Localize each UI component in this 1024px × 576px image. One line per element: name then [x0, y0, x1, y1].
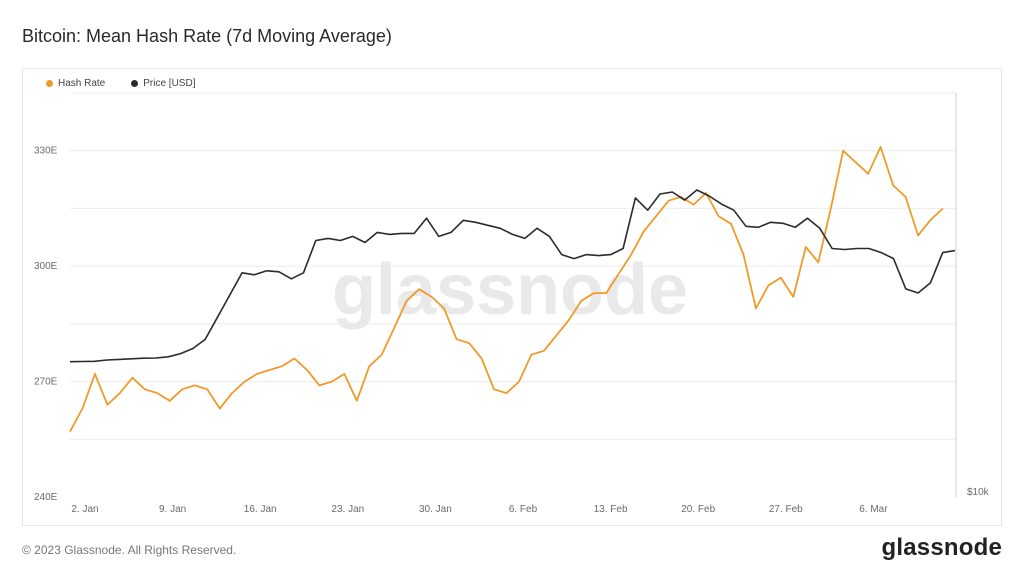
legend-price-dot-icon: [131, 80, 139, 87]
chart-panel: [22, 68, 1002, 526]
legend-price-label: Price [USD]: [143, 78, 196, 89]
x-tick-label: 16. Jan: [244, 504, 277, 515]
series-line-hash-rate: [69, 145, 944, 433]
y-axis-left: 240E 270E 300E 330E: [34, 146, 58, 503]
x-tick-label: 27. Feb: [769, 504, 803, 515]
x-tick-label: 13. Feb: [594, 504, 628, 515]
copyright-footer: © 2023 Glassnode. All Rights Reserved.: [22, 543, 237, 557]
legend-hash-rate-dot-icon: [46, 80, 53, 87]
x-tick-label: 20. Feb: [681, 504, 715, 515]
legend-item-price[interactable]: Price [USD]: [131, 78, 195, 89]
x-tick-label: 6. Mar: [859, 504, 888, 515]
y-tick-label: 300E: [34, 261, 58, 272]
legend-hash-rate-label: Hash Rate: [58, 78, 106, 89]
y-tick-label: 330E: [34, 146, 58, 157]
x-tick-label: 6. Feb: [509, 504, 538, 515]
watermark-text: glassnode: [332, 250, 688, 330]
grid-lines: [70, 92, 956, 440]
y-axis-right-tick: $10k: [967, 487, 990, 498]
glassnode-logo: glassnode: [881, 534, 1002, 561]
x-axis: 2. Jan 9. Jan 16. Jan 23. Jan 30. Jan 6. Feb 1…: [71, 504, 888, 515]
legend-item-hash-rate[interactable]: Hash Rate: [46, 78, 105, 89]
series-lines: [69, 145, 956, 433]
x-tick-label: 30. Jan: [419, 504, 452, 515]
y-tick-label: 240E: [34, 492, 58, 503]
x-tick-label: 9. Jan: [159, 504, 186, 515]
chart-title: Bitcoin: Mean Hash Rate (7d Moving Avera…: [22, 26, 392, 46]
x-tick-label: 23. Jan: [331, 504, 364, 515]
y-tick-label: 270E: [34, 377, 58, 388]
legend: Hash Rate Price [USD]: [46, 78, 195, 89]
series-line-price: [69, 189, 956, 363]
x-tick-label: 2. Jan: [71, 504, 98, 515]
